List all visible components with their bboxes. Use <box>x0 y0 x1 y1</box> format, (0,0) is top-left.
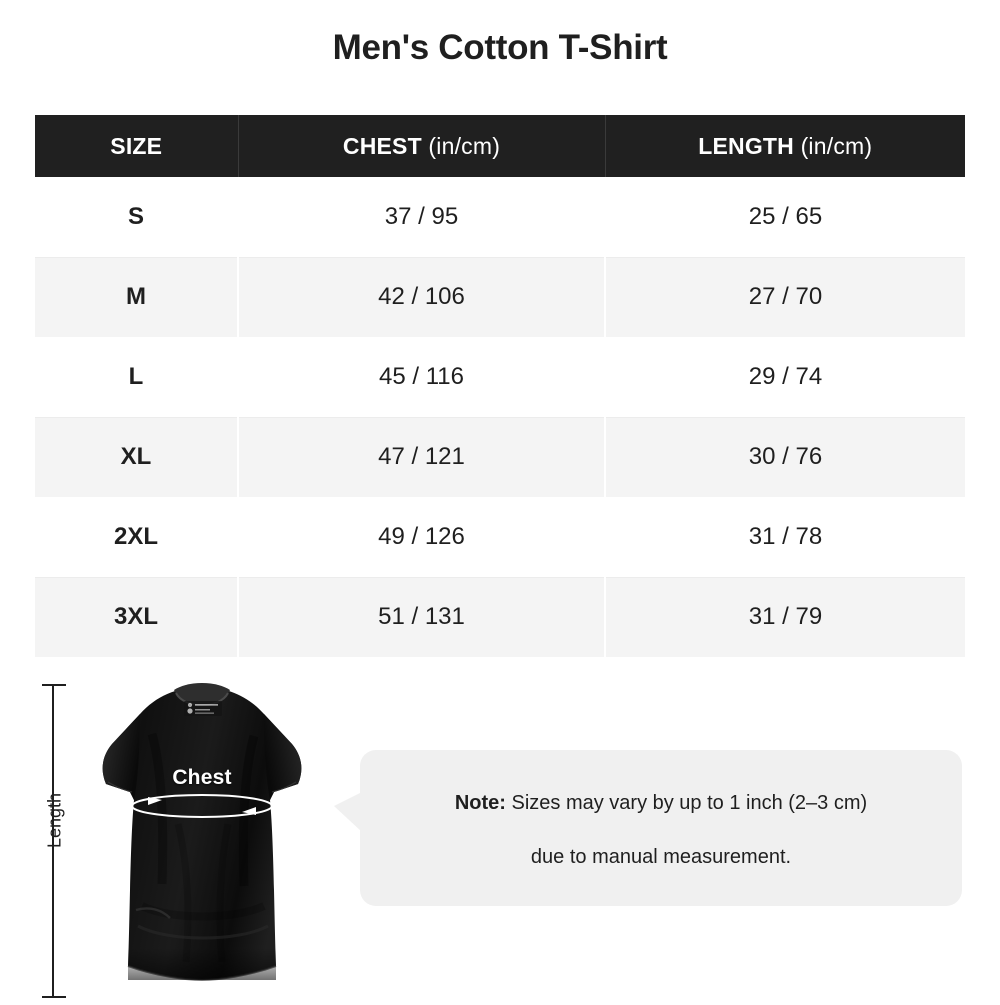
cell-chest: 49 / 126 <box>238 497 606 578</box>
note-text-1: Sizes may vary by up to 1 inch (2–3 cm) <box>505 792 868 814</box>
tshirt-icon <box>102 683 302 982</box>
cell-length: 31 / 79 <box>748 603 823 631</box>
table-row: S 37 / 95 25 / 65 <box>35 177 965 258</box>
size-chart-table: SIZE CHEST (in/cm) LENGTH (in/cm) S 37 /… <box>35 115 965 657</box>
length-bracket-icon <box>42 684 66 998</box>
table-row: 2XL 49 / 126 31 / 78 <box>35 497 965 578</box>
measurement-diagram: Length <box>0 660 1000 1000</box>
cell-size: XL <box>35 417 239 498</box>
length-measure-label: Length <box>44 792 65 849</box>
cell-chest: 37 / 95 <box>238 177 606 258</box>
column-header-chest-unit: (in/cm) <box>421 132 501 159</box>
table-row: XL 47 / 121 30 / 76 <box>35 417 965 498</box>
table-body: S 37 / 95 25 / 65 M 42 / 106 27 / 70 L 4… <box>35 177 965 657</box>
note-callout: Note: Sizes may vary by up to 1 inch (2–… <box>334 750 962 906</box>
cell-length: 31 / 78 <box>605 497 965 578</box>
cell-length: 29 / 74 <box>605 337 965 418</box>
chest-measure-arrow-icon <box>131 794 273 818</box>
table-header-row: SIZE CHEST (in/cm) LENGTH (in/cm) <box>35 115 965 177</box>
cell-size: 2XL <box>35 497 239 578</box>
table-header: SIZE CHEST (in/cm) LENGTH (in/cm) <box>35 115 965 177</box>
column-header-chest: CHEST (in/cm) <box>238 115 606 177</box>
cell-size: M <box>35 257 239 338</box>
cell-size: S <box>35 177 239 258</box>
length-measure-bracket: Length <box>40 682 70 1000</box>
cell-length: 25 / 65 <box>605 177 965 258</box>
note-prefix: Note: <box>454 792 506 814</box>
chest-measure-label: Chest <box>172 766 232 789</box>
cell-length: 30 / 76 <box>605 417 965 498</box>
neck-tag-icon <box>184 701 222 716</box>
tshirt-illustration: Chest <box>78 674 326 994</box>
column-header-length-label: LENGTH <box>698 132 794 159</box>
cell-chest: 42 / 106 <box>238 257 606 338</box>
cell-size: 3XL <box>35 577 239 657</box>
table-row: M 42 / 106 27 / 70 <box>35 257 965 338</box>
table-row: 3XL 51 / 131 31 / 79 <box>35 577 965 657</box>
column-header-size: SIZE <box>35 115 239 177</box>
page-title: Men's Cotton T-Shirt <box>332 28 668 67</box>
column-header-size-label: SIZE <box>110 132 163 159</box>
note-line-1: Note: Sizes may vary by up to 1 inch (2–… <box>386 776 936 830</box>
cell-chest: 45 / 116 <box>238 337 606 418</box>
note-line-2: due to manual measurement. <box>530 846 792 868</box>
cell-size: L <box>35 337 239 418</box>
cell-chest: 47 / 121 <box>238 417 606 498</box>
column-header-length: LENGTH (in/cm) <box>605 115 965 177</box>
table-row: L 45 / 116 29 / 74 <box>35 337 965 418</box>
cell-chest: 51 / 131 <box>238 577 606 657</box>
column-header-chest-label: CHEST <box>342 132 422 159</box>
cell-length: 27 / 70 <box>605 257 965 338</box>
column-header-length-unit: (in/cm) <box>793 132 873 159</box>
